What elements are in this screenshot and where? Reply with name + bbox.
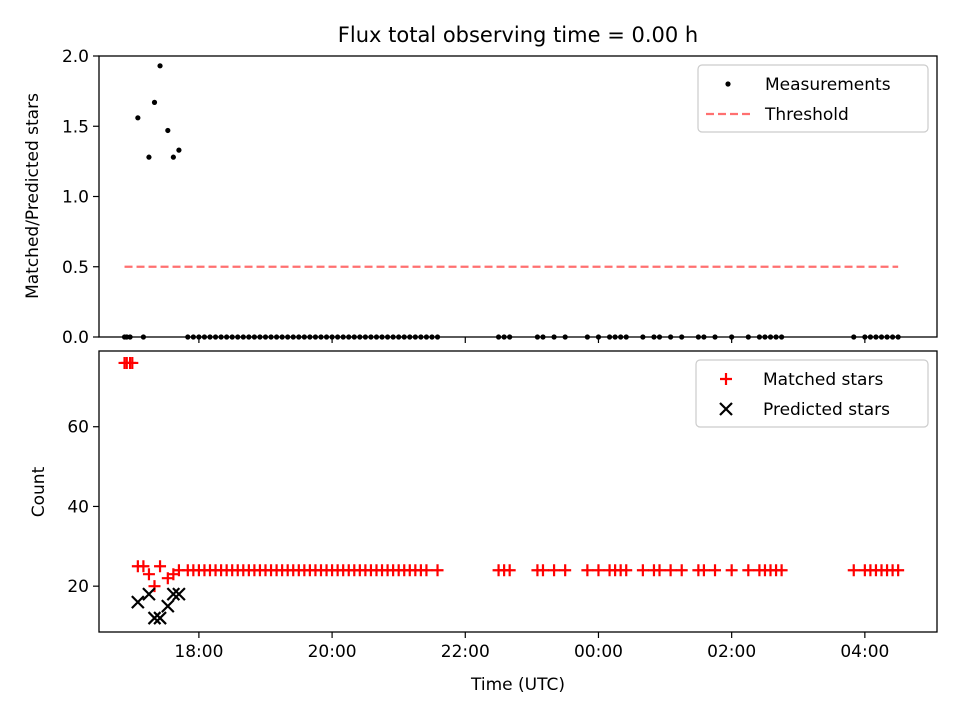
top-y-tick-label: 2.0 <box>62 47 89 67</box>
bottom-y-tick-label: 60 <box>67 418 89 438</box>
matched-stars-legend-marker <box>720 373 732 385</box>
matched-stars-point <box>503 564 516 577</box>
predicted-stars-point <box>131 595 145 609</box>
top-y-tick-label: 0.0 <box>62 328 89 348</box>
matched-stars-point <box>154 560 167 573</box>
top-legend: Measurements Threshold <box>697 64 929 133</box>
measurements-point <box>146 154 152 160</box>
matched-stars-point <box>126 356 139 369</box>
matched-stars-point <box>653 564 666 577</box>
matched-stars-point <box>592 564 605 577</box>
top-y-axis-label: Matched/Predicted stars <box>23 93 43 299</box>
top-chart-title: Flux total observing time = 0.00 h <box>338 23 698 47</box>
bottom-x-tick-label: 00:00 <box>574 642 623 662</box>
top-y-tick-label: 1.5 <box>62 117 89 137</box>
matched-stars-legend-label: Matched stars <box>763 370 883 390</box>
matched-stars-point <box>775 564 788 577</box>
matched-stars-point <box>697 564 710 577</box>
measurements-point <box>176 147 182 153</box>
bottom-y-tick-label: 20 <box>67 577 89 597</box>
bottom-x-tick-label: 04:00 <box>840 642 889 662</box>
measurements-point <box>170 154 176 160</box>
measurements-point <box>165 127 171 134</box>
bottom-plot-frame <box>98 350 938 633</box>
matched-stars-point <box>675 564 688 577</box>
predicted-stars-point <box>153 611 167 625</box>
predicted-stars-legend-marker <box>719 402 733 416</box>
matched-stars-point <box>137 560 150 573</box>
predicted-stars-point <box>166 587 181 601</box>
matched-stars-point <box>559 564 572 577</box>
top-plot-frame <box>98 55 938 338</box>
bottom-x-tick-label: 18:00 <box>174 642 223 662</box>
predicted-stars-point <box>172 587 186 601</box>
top-axes: 0.0 0.5 1.0 1.5 2.0 <box>62 47 866 348</box>
bottom-y-axis-label: Count <box>29 466 49 517</box>
predicted-stars-legend-label: Predicted stars <box>763 400 890 420</box>
top-y-tick-label: 1.0 <box>62 188 89 208</box>
matched-stars-point <box>664 564 677 577</box>
matched-stars-point <box>581 564 594 577</box>
predicted-stars-point <box>161 599 175 613</box>
matched-stars-point <box>431 564 444 577</box>
matched-stars-point <box>148 580 161 593</box>
matched-stars-point <box>620 564 633 577</box>
matched-stars-point <box>548 564 561 577</box>
predicted-stars-point <box>147 611 162 625</box>
top-legend-box <box>697 64 929 133</box>
matched-stars-point <box>725 564 738 577</box>
bottom-legend-box <box>695 359 929 428</box>
predicted-stars-point <box>142 587 156 601</box>
top-y-tick-label: 0.5 <box>62 258 89 278</box>
matched-stars-point <box>892 564 905 577</box>
measurements-point <box>135 115 141 121</box>
matched-stars-point <box>742 564 755 577</box>
matched-stars-point <box>420 564 433 577</box>
matched-stars-point <box>709 564 722 577</box>
bottom-x-tick-label: 22:00 <box>441 642 490 662</box>
bottom-y-tick-label: 40 <box>67 497 89 517</box>
measurements-point <box>151 99 158 105</box>
measurements-legend-label: Measurements <box>765 75 891 95</box>
threshold-legend-label: Threshold <box>764 105 849 125</box>
matched-stars-point <box>636 564 649 577</box>
matched-stars-point <box>847 564 860 577</box>
measurements-point <box>157 63 163 69</box>
matched-stars-point <box>536 564 549 577</box>
x-axis-label: Time (UTC) <box>470 675 565 695</box>
measurements-legend-marker <box>725 81 731 87</box>
bottom-x-tick-label: 20:00 <box>308 642 357 662</box>
matched-stars-point <box>142 568 155 581</box>
bottom-x-tick-label: 02:00 <box>707 642 756 662</box>
bottom-plot-marks <box>118 356 905 625</box>
bottom-legend: Matched stars Predicted stars <box>695 359 929 428</box>
bottom-axes: 20 40 60 18:00 20:00 22:00 00:00 02:00 04:00 <box>67 418 889 662</box>
